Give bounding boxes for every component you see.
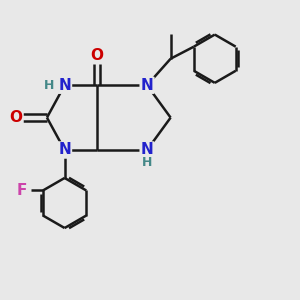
Text: N: N <box>141 142 153 158</box>
Text: N: N <box>58 78 71 93</box>
Text: H: H <box>142 156 152 169</box>
Text: N: N <box>141 78 153 93</box>
Text: O: O <box>10 110 22 125</box>
Text: F: F <box>16 183 27 198</box>
Text: H: H <box>44 79 55 92</box>
Text: O: O <box>91 48 103 63</box>
Text: N: N <box>58 142 71 158</box>
